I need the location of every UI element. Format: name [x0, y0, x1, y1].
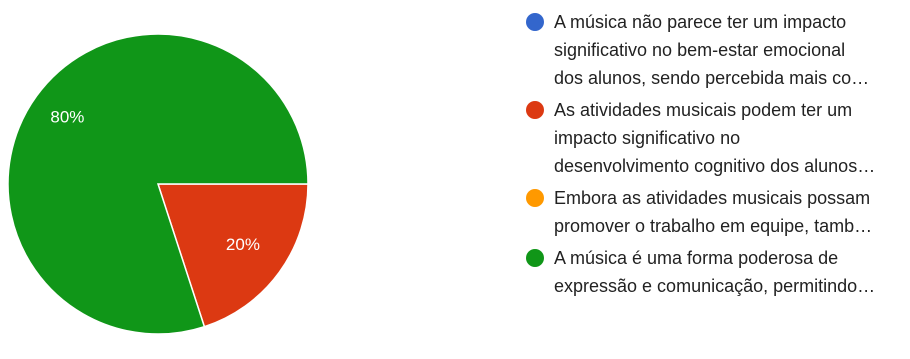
- pie-slice[interactable]: [156, 183, 309, 328]
- legend-label: As atividades musicais podem ter um impa…: [554, 100, 876, 176]
- legend-color-dot: [526, 249, 544, 267]
- legend-item[interactable]: As atividades musicais podem ter um impa…: [526, 96, 906, 180]
- pie-slice[interactable]: [7, 33, 309, 335]
- legend-item[interactable]: A música não parece ter um impacto signi…: [526, 8, 906, 92]
- slice-percent-label: 80%: [50, 108, 84, 127]
- legend-color-dot: [526, 13, 544, 31]
- slice-percent-label: 20%: [226, 235, 260, 254]
- pie-chart: 20% 80%: [7, 33, 309, 335]
- legend-item[interactable]: A música é uma forma poderosa de express…: [526, 244, 906, 300]
- pie-chart-svg: 20% 80%: [7, 33, 309, 335]
- legend-color-dot: [526, 189, 544, 207]
- legend-label: A música é uma forma poderosa de express…: [554, 248, 876, 296]
- legend-item[interactable]: Embora as atividades musicais possam pro…: [526, 184, 906, 240]
- legend-label: Embora as atividades musicais possam pro…: [554, 188, 873, 236]
- chart-legend: A música não parece ter um impacto signi…: [526, 8, 906, 304]
- legend-label: A música não parece ter um impacto signi…: [554, 12, 870, 88]
- legend-color-dot: [526, 101, 544, 119]
